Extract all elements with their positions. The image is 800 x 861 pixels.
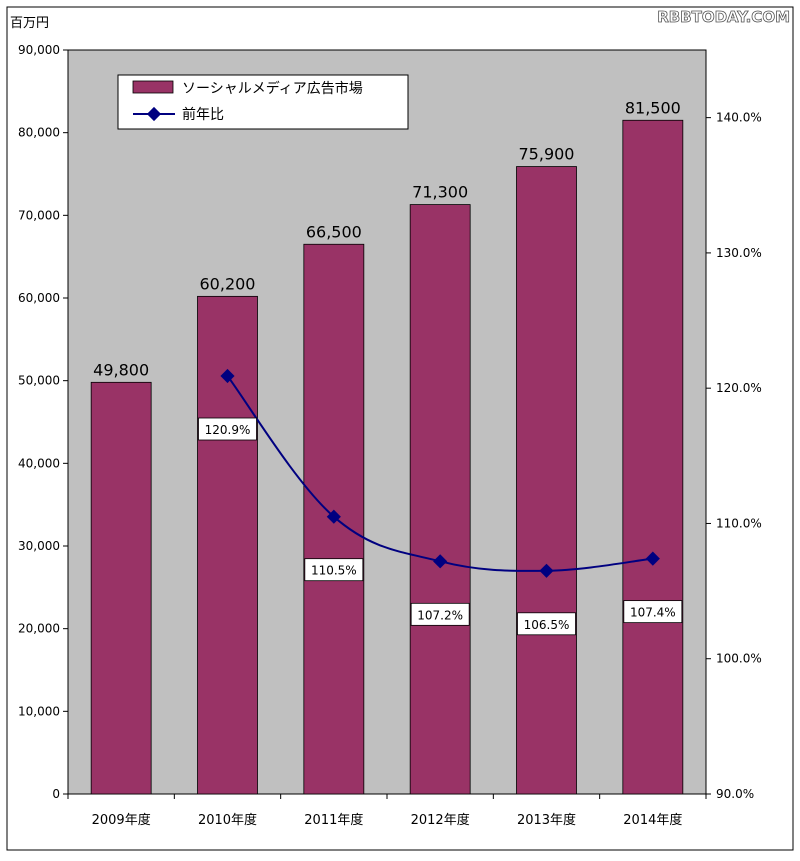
bar-value-label: 75,900 [519,145,575,164]
right-tick-label: 130.0% [716,246,762,260]
line-value-label: 106.5% [524,618,570,632]
bar [90,381,152,795]
line-point [220,368,235,384]
line-point [433,554,448,569]
legend-label-bar: ソーシャルメディア広告市場 [182,80,363,97]
legend-label-line: 前年比 [182,106,224,123]
bar-value-label: 60,200 [200,274,256,293]
bar-value-label: 49,800 [93,360,149,379]
line-value-label: 110.5% [311,564,357,578]
right-tick-label: 90.0% [716,787,754,801]
bar [516,166,577,795]
line-value-label: 107.4% [630,606,676,620]
right-tick-label: 100.0% [716,652,762,666]
left-tick-label: 30,000 [18,539,60,553]
x-tick-label: 2014年度 [623,812,682,828]
line-value-label-box [623,600,683,624]
x-tick-label: 2012年度 [411,812,470,828]
line-value-label-box [198,417,257,441]
left-tick-label: 0 [52,787,60,801]
left-tick-label: 90,000 [18,43,60,57]
bar [409,204,471,795]
bar [622,119,684,795]
legend-swatch-bar [132,80,174,94]
left-tick-label: 80,000 [18,126,60,140]
left-tick-label: 10,000 [18,704,60,718]
line-point [539,563,554,578]
bar-value-label: 81,500 [625,98,681,117]
line-value-label-box [517,612,576,636]
left-tick-label: 70,000 [18,208,60,222]
plot-area [67,49,707,795]
left-tick-label: 40,000 [18,456,60,470]
bar-value-label: 66,500 [306,222,362,241]
x-tick-label: 2010年度 [198,812,257,828]
x-tick-label: 2013年度 [517,812,576,828]
line-value-label-box [304,558,364,582]
right-tick-label: 140.0% [716,111,762,125]
line-value-label-box [410,602,470,626]
legend: ソーシャルメディア広告市場 前年比 [117,74,409,130]
right-tick-label: 120.0% [716,381,762,395]
line-value-label: 120.9% [205,423,251,437]
x-tick-label: 2011年度 [304,812,363,828]
left-tick-label: 50,000 [18,374,60,388]
bar-value-label: 71,300 [412,183,468,202]
line-value-label: 107.2% [417,608,463,622]
left-tick-label: 60,000 [18,291,60,305]
watermark: RBBTODAY.COM [657,8,790,26]
x-tick-label: 2009年度 [92,812,151,828]
left-tick-label: 20,000 [18,622,60,636]
line-point [326,509,341,524]
right-tick-label: 110.0% [716,516,762,530]
line-point [645,551,660,566]
unit-label: 百万円 [10,16,49,31]
